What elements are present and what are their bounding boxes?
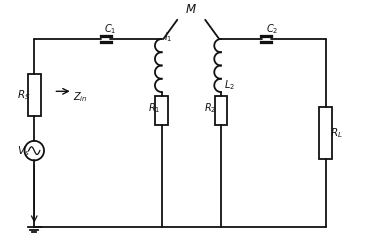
Bar xyxy=(215,96,227,125)
Text: $M$: $M$ xyxy=(185,3,197,16)
Text: $C_2$: $C_2$ xyxy=(266,22,279,36)
Circle shape xyxy=(25,141,44,160)
Text: $R_2$: $R_2$ xyxy=(204,102,216,115)
Text: $I_1$: $I_1$ xyxy=(164,30,172,44)
Text: $Z_{in}$: $Z_{in}$ xyxy=(73,90,87,104)
Text: $R_1$: $R_1$ xyxy=(148,102,161,115)
Text: $L_2$: $L_2$ xyxy=(224,78,235,92)
Bar xyxy=(319,107,332,159)
Bar xyxy=(155,96,168,125)
Text: $C_1$: $C_1$ xyxy=(104,22,116,36)
Text: $R_L$: $R_L$ xyxy=(330,126,343,140)
Bar xyxy=(28,74,41,116)
Text: $V_s$: $V_s$ xyxy=(17,144,30,158)
Text: $R_S$: $R_S$ xyxy=(17,88,30,102)
